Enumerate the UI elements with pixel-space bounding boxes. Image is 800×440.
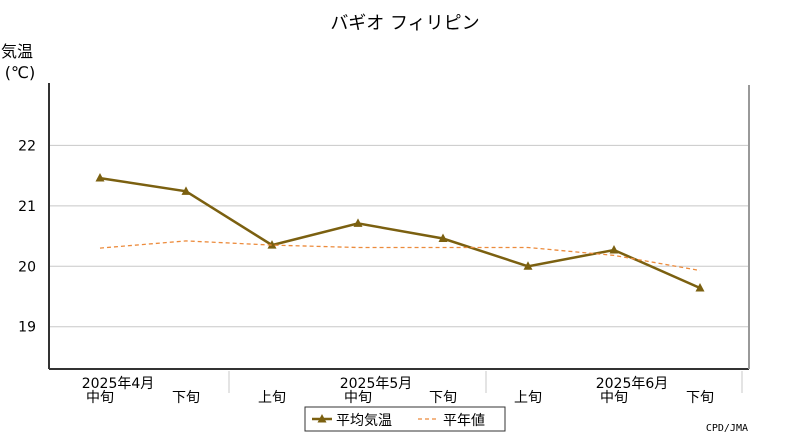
data-point-marker (523, 261, 533, 270)
grid-lines (49, 144, 749, 328)
legend-swatch-marker (317, 414, 327, 423)
chart-title: バギオ フィリピン (330, 13, 479, 34)
data-point-marker (267, 240, 277, 249)
data-point-marker (353, 218, 363, 227)
x-month-label: 2025年4月 (82, 376, 155, 392)
x-axis-labels: 中旬 下旬 上旬 中旬 下旬 上旬 中旬 下旬 2025年4月 2025年5月 2025年6月 (82, 371, 743, 406)
legend-label: 平年値 (443, 413, 485, 429)
data-point-marker (181, 186, 191, 195)
x-tick-label: 上旬 (258, 390, 286, 406)
series-group (95, 173, 705, 292)
y-tick-label: 20 (18, 259, 36, 275)
y-tick-labels: 19 20 21 22 (18, 138, 36, 335)
x-tick-label: 下旬 (686, 390, 714, 406)
x-tick-label: 中旬 (600, 390, 628, 406)
y-axis-label-line2: (℃) (5, 63, 35, 82)
x-tick-label: 下旬 (429, 390, 457, 406)
series-line-0 (99, 176, 701, 290)
y-axis-label-line1: 気温 (1, 42, 33, 61)
legend-box (304, 406, 506, 432)
legend: 平均気温 平年値 (304, 406, 506, 432)
y-tick-label: 21 (18, 199, 36, 215)
plot-frame (48, 83, 750, 370)
data-point-marker (95, 173, 105, 182)
y-tick-label: 19 (18, 320, 36, 336)
x-tick-label: 上旬 (514, 390, 542, 406)
x-tick-label: 下旬 (172, 390, 200, 406)
credit-text: CPD/JMA (706, 423, 748, 434)
x-tick-label: 中旬 (344, 390, 372, 406)
series-line-1 (99, 240, 701, 272)
x-month-label: 2025年6月 (596, 376, 669, 392)
data-point-marker (695, 283, 705, 292)
legend-label: 平均気温 (336, 413, 392, 429)
y-tick-label: 22 (18, 138, 36, 154)
x-month-label: 2025年5月 (340, 376, 413, 392)
data-point-marker (438, 233, 448, 242)
x-tick-label: 中旬 (86, 390, 114, 406)
data-point-marker (609, 244, 619, 254)
